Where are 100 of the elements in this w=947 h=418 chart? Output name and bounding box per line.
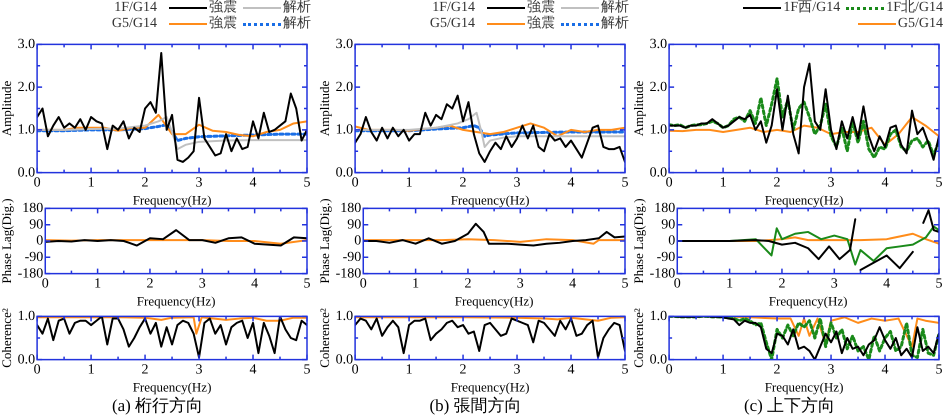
y-tick-label: 0.0 bbox=[18, 165, 36, 180]
x-tick-label: 2 bbox=[142, 362, 149, 378]
x-axis-title: Frequency(Hz) bbox=[764, 380, 844, 395]
x-tick-label: 1 bbox=[94, 276, 102, 292]
y-axis-title: Coherence² bbox=[631, 308, 646, 368]
y-axis-title: Amplitude bbox=[317, 80, 332, 136]
x-tick-label: 3 bbox=[196, 362, 203, 378]
y-tick-label: 90 bbox=[347, 217, 362, 232]
x-tick-label: 3 bbox=[830, 276, 838, 292]
x-tick-label: 5 bbox=[936, 362, 942, 378]
x-tick-label: 1 bbox=[88, 362, 95, 378]
y-tick-label: 90 bbox=[661, 217, 676, 232]
x-axis-title: Frequency(Hz) bbox=[450, 380, 530, 395]
x-tick-label: 1 bbox=[720, 176, 727, 191]
x-tick-label: 5 bbox=[622, 276, 628, 292]
y-axis-title: Amplitude bbox=[631, 80, 646, 136]
text: (b) 張間方向 bbox=[428, 395, 523, 417]
y-tick-label: 180 bbox=[340, 201, 362, 216]
y-tick-label: 2.0 bbox=[650, 80, 668, 95]
y-axis-title: Phase Lag(Dig.) bbox=[631, 198, 646, 284]
x-tick-label: 1 bbox=[406, 362, 413, 378]
x-tick-label: 2 bbox=[774, 176, 781, 191]
x-tick-label: 5 bbox=[936, 276, 942, 292]
y-tick-label: 0.0 bbox=[336, 165, 354, 180]
text: 1F/G14 bbox=[114, 0, 157, 16]
x-tick-label: 3 bbox=[828, 176, 835, 191]
text: G5/G14 bbox=[112, 16, 157, 32]
y-tick-label: 3.0 bbox=[18, 37, 36, 52]
x-tick-label: 5 bbox=[936, 176, 942, 191]
y-tick-label: 1.0 bbox=[18, 122, 36, 138]
x-tick-label: 4 bbox=[882, 176, 889, 191]
x-tick-label: 4 bbox=[250, 176, 257, 191]
y-tick-label: 180 bbox=[654, 201, 676, 216]
y-tick-label: 0.0 bbox=[336, 352, 354, 368]
y-axis-title: Phase Lag(Dig.) bbox=[317, 198, 332, 284]
x-tick-label: 3 bbox=[516, 276, 524, 292]
x-tick-label: 2 bbox=[460, 176, 467, 191]
y-tick-label: 2.0 bbox=[336, 80, 354, 95]
x-tick-label: 2 bbox=[778, 276, 786, 292]
line-series bbox=[37, 123, 307, 142]
x-tick-label: 5 bbox=[304, 176, 310, 191]
y-tick-label: 0 bbox=[36, 234, 44, 249]
y-axis-title: Phase Lag(Dig.) bbox=[0, 198, 14, 284]
x-tick-label: 5 bbox=[304, 362, 310, 378]
y-tick-label: 180 bbox=[22, 201, 44, 216]
x-tick-label: 1 bbox=[726, 276, 734, 292]
y-tick-label: 1.0 bbox=[18, 309, 36, 324]
x-tick-label: 3 bbox=[514, 176, 521, 191]
x-tick-label: 3 bbox=[828, 362, 835, 378]
x-tick-label: 2 bbox=[460, 362, 467, 378]
legend-label: 強震 bbox=[209, 16, 237, 32]
x-axis-title: Frequency(Hz) bbox=[132, 380, 212, 395]
line-series bbox=[669, 77, 939, 160]
legend-label: 解析 bbox=[601, 0, 629, 16]
x-tick-label: 4 bbox=[883, 276, 890, 292]
y-tick-label: -180 bbox=[336, 266, 362, 282]
x-axis-title: Frequency(Hz) bbox=[450, 192, 530, 208]
x-tick-label: 4 bbox=[569, 276, 576, 292]
x-tick-label: 5 bbox=[622, 176, 628, 191]
x-tick-label: 2 bbox=[146, 276, 154, 292]
y-tick-label: 2.0 bbox=[18, 80, 36, 95]
legend-label: 強震 bbox=[527, 16, 555, 32]
legend-label: 解析 bbox=[283, 16, 311, 32]
y-tick-label: 0.0 bbox=[18, 352, 36, 368]
x-tick-label: 1 bbox=[412, 276, 420, 292]
y-tick-label: 3.0 bbox=[336, 37, 354, 52]
x-tick-label: 4 bbox=[251, 276, 258, 292]
x-tick-label: 4 bbox=[568, 176, 575, 191]
y-tick-label: 1.0 bbox=[650, 309, 668, 324]
x-tick-label: 1 bbox=[406, 176, 413, 191]
y-tick-label: -90 bbox=[656, 250, 676, 265]
y-tick-label: -90 bbox=[24, 250, 44, 265]
x-axis-title: Frequency(Hz) bbox=[764, 192, 844, 208]
y-tick-label: 0.0 bbox=[650, 165, 668, 180]
y-tick-label: 1.0 bbox=[650, 122, 668, 138]
x-tick-label: 2 bbox=[142, 176, 149, 191]
x-axis-title: Frequency(Hz) bbox=[454, 294, 534, 309]
y-tick-label: 0 bbox=[668, 234, 676, 249]
y-tick-label: -180 bbox=[18, 266, 44, 282]
text: (a) 桁行方向 bbox=[110, 395, 204, 417]
x-tick-label: 4 bbox=[250, 362, 257, 378]
x-tick-label: 4 bbox=[568, 362, 575, 378]
x-tick-label: 1 bbox=[720, 362, 727, 378]
x-tick-label: 2 bbox=[774, 362, 781, 378]
x-axis-title: Frequency(Hz) bbox=[768, 294, 848, 309]
x-tick-label: 5 bbox=[304, 276, 310, 292]
y-tick-label: -90 bbox=[342, 250, 362, 265]
y-tick-label: 90 bbox=[29, 217, 44, 232]
x-tick-label: 3 bbox=[198, 276, 206, 292]
x-tick-label: 3 bbox=[196, 176, 203, 191]
y-tick-label: 3.0 bbox=[650, 37, 668, 52]
y-tick-label: 1.0 bbox=[336, 309, 354, 324]
y-axis-title: Coherence² bbox=[0, 308, 14, 368]
x-tick-label: 4 bbox=[882, 362, 889, 378]
legend-label: 1F西/G14 bbox=[783, 0, 840, 16]
text: 1F/G14 bbox=[432, 0, 475, 16]
x-tick-label: 1 bbox=[88, 176, 95, 191]
x-axis-title: Frequency(Hz) bbox=[132, 192, 212, 208]
legend-label: G5/G14 bbox=[898, 16, 943, 32]
y-tick-label: 1.0 bbox=[336, 122, 354, 138]
